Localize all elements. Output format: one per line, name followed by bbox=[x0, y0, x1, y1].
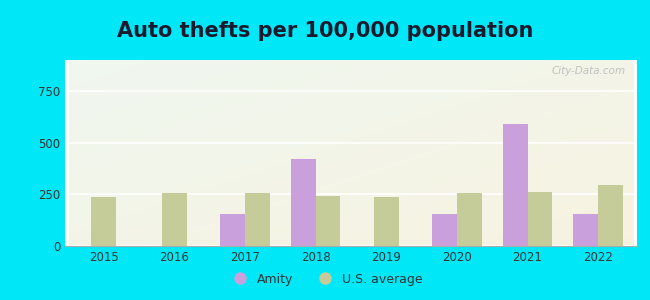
Bar bbox=[432, 214, 457, 246]
Bar bbox=[245, 193, 270, 246]
Bar bbox=[503, 124, 528, 246]
Bar bbox=[457, 193, 482, 246]
Bar bbox=[598, 185, 623, 246]
Legend: Amity, U.S. average: Amity, U.S. average bbox=[222, 268, 428, 291]
Bar bbox=[92, 197, 116, 246]
Text: City-Data.com: City-Data.com bbox=[551, 66, 625, 76]
Bar bbox=[220, 214, 245, 246]
Bar bbox=[316, 196, 341, 246]
Bar bbox=[291, 159, 316, 246]
Bar bbox=[374, 197, 398, 246]
Text: Auto thefts per 100,000 population: Auto thefts per 100,000 population bbox=[117, 21, 533, 41]
Bar bbox=[162, 193, 187, 246]
Bar bbox=[528, 192, 552, 246]
Bar bbox=[573, 214, 598, 246]
